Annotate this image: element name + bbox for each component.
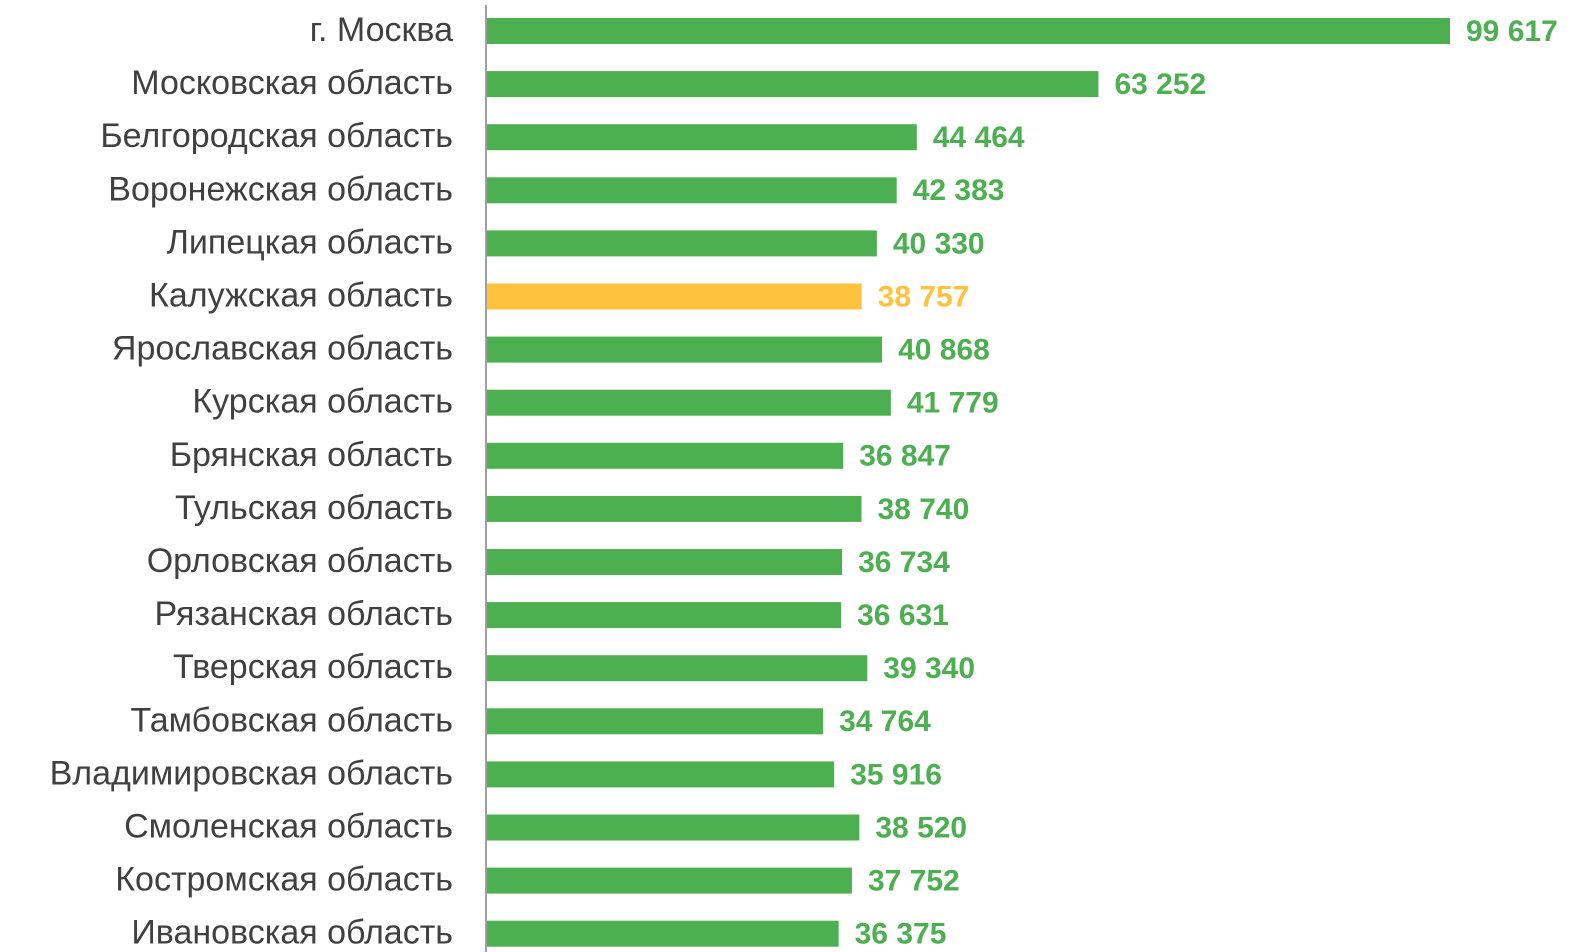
bar xyxy=(487,389,891,416)
category-label: Воронежская область xyxy=(108,170,453,208)
value-label: 99 617 xyxy=(1466,15,1558,48)
value-label: 36 847 xyxy=(859,440,951,473)
bar xyxy=(487,71,1099,98)
bar xyxy=(487,442,844,469)
category-label: Тамбовская область xyxy=(131,701,454,739)
value-label: 38 757 xyxy=(878,280,970,313)
bar xyxy=(487,814,860,841)
bar xyxy=(487,708,824,735)
category-label: Курская область xyxy=(192,383,453,421)
bar xyxy=(487,18,1450,44)
category-label: Липецкая область xyxy=(167,223,453,261)
bar xyxy=(487,920,839,947)
value-label: 44 464 xyxy=(933,121,1025,154)
bar xyxy=(487,602,842,629)
category-label: Владимировская область xyxy=(50,754,453,792)
bar xyxy=(487,867,852,894)
category-label: Ивановская область xyxy=(131,914,453,952)
bar xyxy=(487,549,843,575)
bar xyxy=(487,230,877,257)
value-label: 34 764 xyxy=(839,705,931,738)
value-label: 63 252 xyxy=(1114,68,1206,101)
category-label: Тульская область xyxy=(175,489,453,527)
bar xyxy=(487,177,897,204)
category-label: Смоленская область xyxy=(124,807,453,845)
bar xyxy=(487,283,862,310)
bar xyxy=(487,761,835,788)
bar xyxy=(487,655,868,682)
bar xyxy=(487,495,862,522)
value-label: 42 383 xyxy=(913,174,1005,207)
category-label: Белгородская область xyxy=(100,117,453,155)
value-label: 36 734 xyxy=(858,546,950,579)
bar xyxy=(487,124,917,151)
value-label: 38 520 xyxy=(875,811,967,844)
category-label: г. Москва xyxy=(310,11,453,49)
value-label: 35 916 xyxy=(850,758,942,791)
value-label: 36 631 xyxy=(857,599,949,632)
category-label: Тверская область xyxy=(173,648,453,686)
category-label: Калужская область xyxy=(149,276,453,314)
category-label: Брянская область xyxy=(170,436,453,474)
category-label: Ярославская область xyxy=(112,330,453,368)
value-label: 40 868 xyxy=(898,334,990,367)
value-label: 41 779 xyxy=(907,387,999,420)
category-label: Московская область xyxy=(131,64,453,102)
category-label: Рязанская область xyxy=(154,595,453,633)
value-label: 39 340 xyxy=(883,652,975,685)
value-label: 36 375 xyxy=(855,918,947,951)
value-label: 38 740 xyxy=(878,493,970,526)
value-label: 40 330 xyxy=(893,227,985,260)
value-label: 37 752 xyxy=(868,865,960,898)
category-label: Орловская область xyxy=(147,542,453,580)
category-label: Костромская область xyxy=(115,861,453,899)
bar xyxy=(487,336,883,363)
